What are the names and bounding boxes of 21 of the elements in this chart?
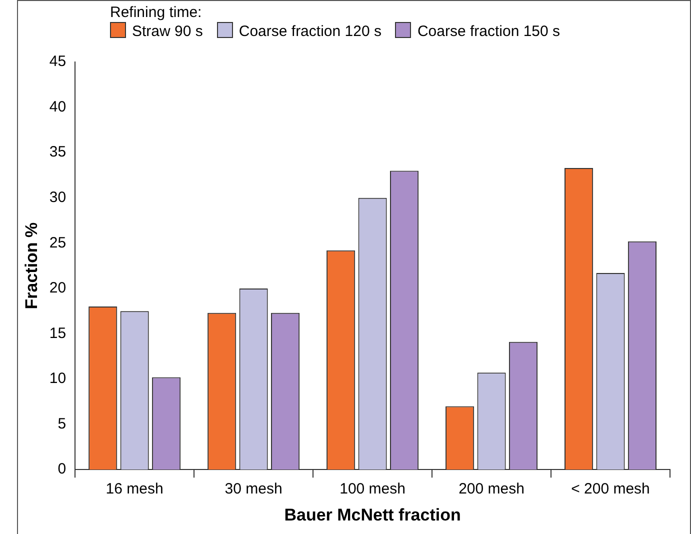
y-tick-label: 40	[49, 98, 66, 116]
x-tick-label: 16 mesh	[106, 480, 164, 498]
x-tick-label: 30 mesh	[224, 480, 282, 498]
x-tick-label: 100 mesh	[340, 480, 406, 498]
y-tick-label: 10	[49, 370, 66, 388]
y-tick-label: 0	[58, 460, 66, 478]
y-tick-label: 20	[49, 280, 66, 297]
legend-label: Coarse fraction 120 s	[238, 22, 382, 40]
y-tick-label: 25	[49, 234, 66, 252]
x-axis-title: Bauer McNett fraction	[284, 505, 461, 524]
y-tick-label: 5	[58, 415, 66, 432]
x-tick-label: < 200 mesh	[571, 480, 650, 498]
legend-label: Coarse fraction 150 s	[416, 22, 560, 40]
y-tick-label: 30	[49, 189, 66, 206]
legend-title: Refining time:	[110, 4, 202, 21]
y-axis-title: Fraction %	[22, 222, 41, 310]
legend-label: Straw 90 s	[131, 22, 203, 40]
y-tick-label: 35	[49, 144, 66, 161]
x-tick-label: 200 mesh	[458, 480, 524, 498]
y-tick-label: 15	[49, 324, 66, 342]
y-tick-label: 45	[49, 53, 66, 70]
